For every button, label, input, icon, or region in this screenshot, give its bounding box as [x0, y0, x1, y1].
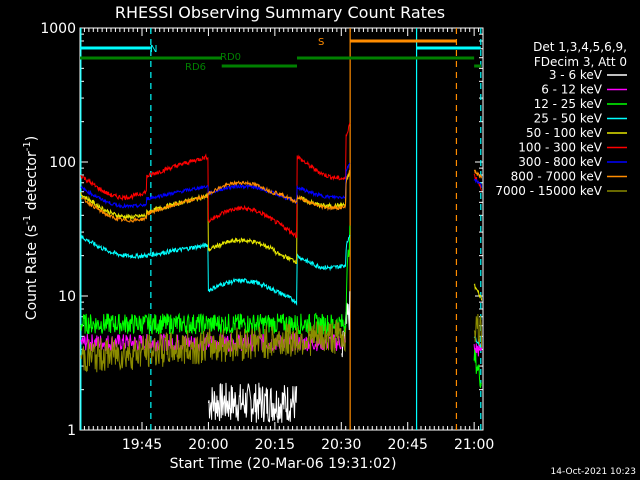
- y-tick-label: 10: [58, 289, 76, 305]
- legend-label: 800 - 7000 keV: [511, 170, 603, 184]
- legend: Det 1,3,4,5,6,9,FDecim 3, Att 03 - 6 keV…: [495, 40, 627, 198]
- legend-label: 7000 - 15000 keV: [495, 184, 602, 198]
- x-tick-label: 19:45: [122, 437, 162, 453]
- x-tick-label: 21:00: [454, 437, 494, 453]
- x-tick-label: 20:00: [188, 437, 228, 453]
- y-tick-label: 1: [67, 423, 76, 439]
- legend-label: 300 - 800 keV: [518, 155, 602, 169]
- flag-label-rd0: RD0: [220, 52, 241, 63]
- x-tick-label: 20:15: [255, 437, 295, 453]
- series-line: [80, 225, 482, 388]
- plot-frame: [79, 27, 484, 431]
- legend-label: 100 - 300 keV: [518, 141, 602, 155]
- series-line: [207, 291, 351, 424]
- legend-label: 12 - 25 keV: [534, 97, 603, 111]
- legend-label: 50 - 100 keV: [526, 126, 603, 140]
- flag-label-n: N: [150, 44, 157, 55]
- x-tick-label: 20:45: [388, 437, 428, 453]
- y-axis-label: Count Rate (s-1 detector-1): [22, 136, 40, 320]
- x-tick-label: 20:30: [321, 437, 361, 453]
- flag-label-rd6: RD6: [185, 62, 206, 73]
- y-tick-label: 100: [49, 155, 76, 171]
- legend-label: 3 - 6 keV: [549, 68, 603, 82]
- series-line: [80, 169, 483, 224]
- timestamp: 14-Oct-2021 10:23: [551, 467, 636, 477]
- chart-title: RHESSI Observing Summary Count Rates: [115, 3, 445, 22]
- series-line: [80, 169, 483, 301]
- plot-area: 1 10 100 1000 19:45 20:00 20:15 20:30 20:45 21:00…: [40, 21, 494, 453]
- legend-label: 25 - 50 keV: [534, 112, 603, 126]
- series-line: [80, 313, 483, 373]
- series-line: [80, 162, 483, 210]
- y-tick-label: 1000: [40, 21, 76, 37]
- x-axis-label: Start Time (20-Mar-06 19:31:02): [170, 456, 397, 472]
- legend-header: Det 1,3,4,5,6,9,: [533, 40, 627, 54]
- legend-header: FDecim 3, Att 0: [534, 55, 627, 69]
- series-line: [80, 234, 483, 348]
- legend-label: 6 - 12 keV: [541, 83, 603, 97]
- flag-label-s: S: [318, 37, 324, 48]
